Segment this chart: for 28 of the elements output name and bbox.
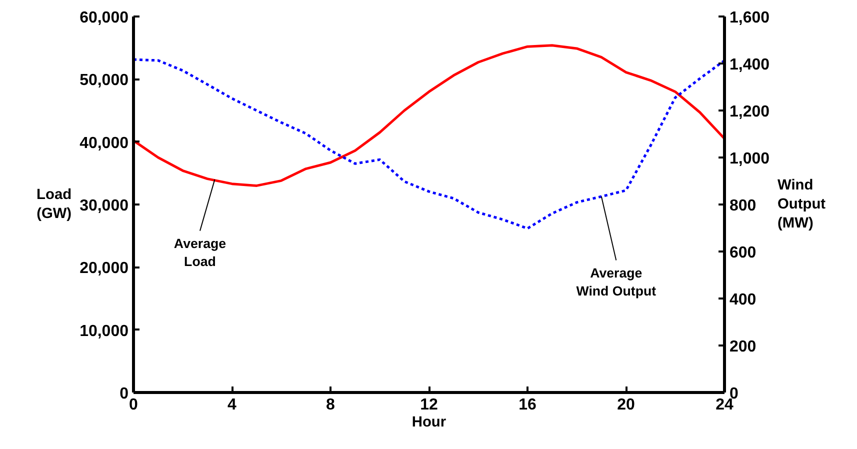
y2-tick-label: 200 xyxy=(730,338,756,356)
x-tick-label: 8 xyxy=(326,396,336,414)
y2-axis-title: Wind Output (MW) xyxy=(778,177,826,232)
y2-tick-label: 1,000 xyxy=(730,150,770,168)
annotation: Average Wind Output xyxy=(576,265,657,298)
y-axis-title: Load (GW) xyxy=(36,186,72,222)
y2-tick-label: 1,600 xyxy=(730,10,770,26)
y2-tick-label: 400 xyxy=(730,292,756,308)
annotation: Average Load xyxy=(174,236,226,269)
x-tick-label: 4 xyxy=(228,396,237,414)
y2-tick-label: 600 xyxy=(730,244,756,262)
y2-tick-label: 1,400 xyxy=(730,56,770,74)
line-series xyxy=(134,58,724,230)
y2-tick-label: 1,200 xyxy=(730,104,770,120)
line-series xyxy=(134,44,724,187)
y-tick-label: 20,000 xyxy=(80,260,129,278)
x-tick-label: 24 xyxy=(716,396,734,414)
y-tick-label: 50,000 xyxy=(80,72,129,90)
x-axis-title: Hour xyxy=(412,414,446,430)
x-tick-label: 12 xyxy=(420,396,438,414)
y-tick-label: 40,000 xyxy=(80,134,129,152)
y-tick-label: 30,000 xyxy=(80,198,129,214)
y-tick-label: 0 xyxy=(120,386,129,402)
y2-tick-label: 800 xyxy=(730,198,756,214)
y-tick-label: 60,000 xyxy=(80,10,129,26)
y-tick-label: 10,000 xyxy=(80,322,129,340)
x-tick-label: 16 xyxy=(518,396,536,414)
x-tick-label: 20 xyxy=(617,396,635,414)
